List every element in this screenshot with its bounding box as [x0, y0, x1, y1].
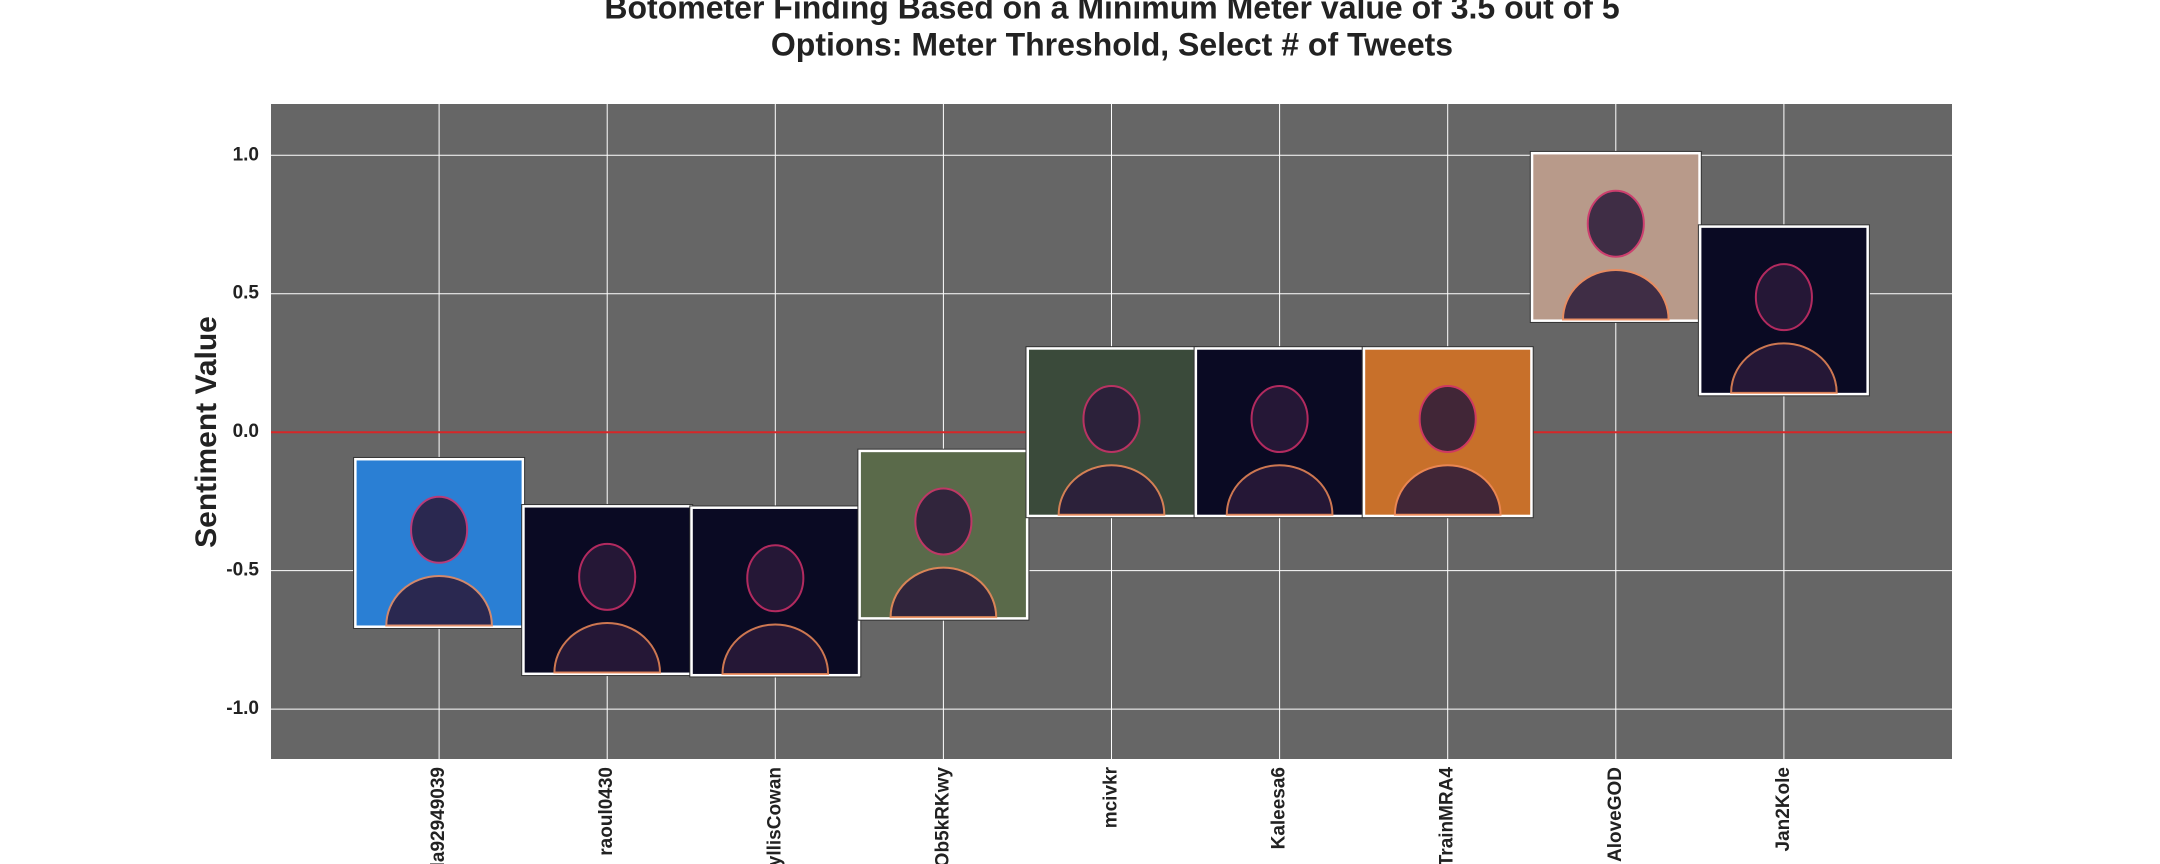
avatar-body [1057, 464, 1166, 516]
x-tick-label: yllisCowan [764, 767, 785, 864]
avatar-marker [1193, 346, 1366, 519]
y-tick-label: -0.5 [226, 560, 259, 581]
avatar-head [746, 544, 805, 613]
avatar-body [721, 623, 830, 675]
avatar-marker [1025, 346, 1198, 519]
avatar-marker [1529, 150, 1702, 323]
y-tick-label: 1.0 [233, 144, 259, 165]
x-tick-label: Ob5kRKwy [932, 767, 953, 864]
y-tick-label: 0.5 [233, 283, 260, 304]
x-tick-label: Kaleesa6 [1269, 767, 1290, 849]
chart-title: Botometer Finding Based on a Minimum Met… [604, 0, 1619, 25]
x-tick-label: mcivkr [1101, 766, 1122, 828]
avatar-marker [1361, 346, 1534, 519]
x-tick-label: la92949039 [428, 767, 449, 864]
avatar-head [1418, 384, 1477, 453]
avatar-body [1561, 268, 1670, 321]
x-tick-label: Jan2Kole [1773, 767, 1794, 851]
avatar-marker [353, 456, 526, 629]
avatar-marker [1697, 224, 1870, 397]
avatar-head [1586, 189, 1645, 258]
x-tick-label: TrainMRA4 [1437, 767, 1458, 864]
avatar-head [410, 495, 469, 564]
y-axis-label: Sentiment Value [190, 316, 223, 548]
avatar-marker [689, 505, 862, 678]
avatar-marker [521, 504, 694, 677]
avatar-body [1393, 464, 1502, 516]
avatar-marker [857, 448, 1030, 621]
y-tick-label: -1.0 [226, 698, 259, 719]
avatar-head [914, 487, 973, 556]
avatar-body [553, 622, 662, 674]
y-tick-label: 0.0 [233, 421, 259, 442]
chart-subtitle: Options: Meter Threshold, Select # of Tw… [771, 26, 1453, 62]
avatar-body [1730, 342, 1838, 394]
avatar-body [889, 566, 998, 619]
avatar-head [1250, 384, 1309, 453]
avatar-head [1082, 384, 1141, 453]
avatar-body [385, 574, 493, 627]
x-tick-label: AloveGOD [1605, 767, 1626, 862]
x-tick-label: raoul0430 [596, 767, 617, 856]
avatar-head [578, 542, 637, 611]
avatar-head [1754, 263, 1813, 332]
avatar-body [1225, 464, 1334, 516]
